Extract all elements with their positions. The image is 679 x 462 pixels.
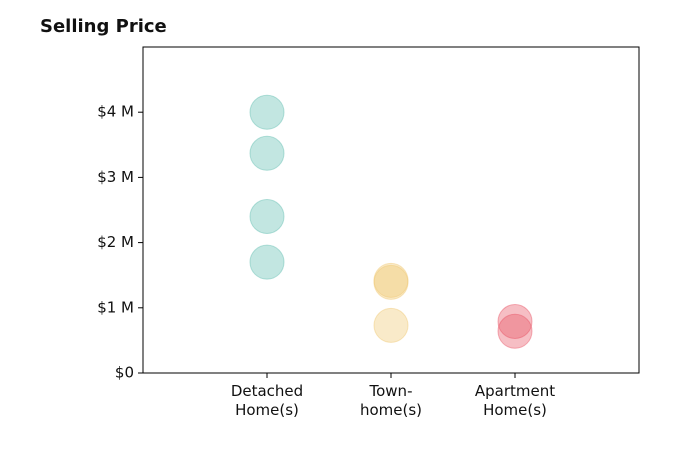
point [249, 94, 285, 130]
y-tick-label: $2 M [97, 233, 134, 251]
point [249, 135, 285, 171]
x-tick-label: Apartment Home(s) [474, 382, 556, 419]
y-tick-label: $0 [115, 364, 134, 382]
x-tick-label: Town- home(s) [359, 382, 423, 419]
y-tick-label: $1 M [97, 298, 134, 316]
x-tick-label: Detached Home(s) [230, 382, 304, 419]
point [497, 313, 533, 349]
point [249, 199, 285, 235]
point [373, 262, 409, 298]
chart-title: Selling Price [40, 16, 167, 37]
y-tick-label: $3 M [97, 168, 134, 186]
point [497, 303, 533, 339]
point [373, 264, 409, 300]
point [373, 307, 409, 343]
y-tick-label: $4 M [97, 103, 134, 121]
point [249, 244, 285, 280]
